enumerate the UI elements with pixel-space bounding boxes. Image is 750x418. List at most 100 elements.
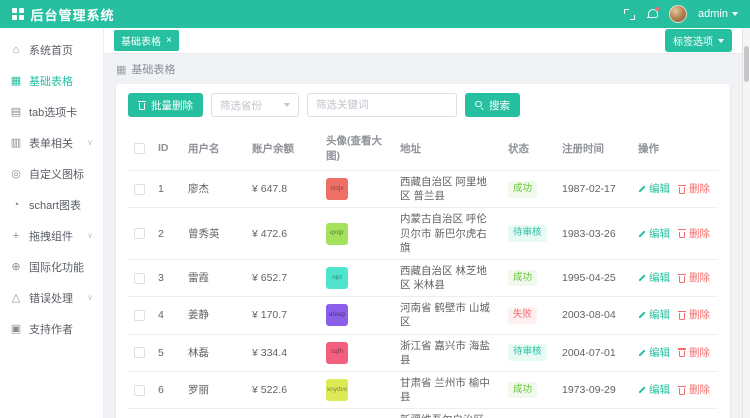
row-address: 内蒙古自治区 呼伦贝尔市 新巴尔虎右旗	[394, 207, 502, 260]
sidebar-item-basic-table[interactable]: ▦ 基础表格	[0, 65, 103, 96]
delete-button[interactable]: 删除	[678, 182, 710, 196]
search-button[interactable]: 搜索	[465, 93, 520, 117]
avatar-thumbnail[interactable]: xnydvx	[326, 379, 348, 402]
row-checkbox[interactable]	[134, 310, 145, 321]
row-balance: ¥ 472.6	[246, 207, 320, 260]
avatar-thumbnail[interactable]: nctjx	[326, 178, 348, 201]
edit-button[interactable]: 编辑	[638, 383, 670, 397]
sidebar-item-label: 拖拽组件	[29, 230, 73, 243]
row-username: 廖杰	[182, 170, 246, 209]
row-operations: 编辑删除	[632, 207, 718, 260]
page-scrollbar[interactable]	[742, 28, 750, 418]
user-menu[interactable]: admin	[698, 8, 738, 20]
row-id: 3	[152, 259, 182, 298]
app-header: 后台管理系统 admin	[0, 0, 750, 28]
schart-icon: ◔	[12, 198, 20, 211]
row-checkbox[interactable]	[134, 347, 145, 359]
delete-button[interactable]: 删除	[678, 383, 710, 397]
batch-delete-button[interactable]: 批量删除	[128, 93, 203, 117]
edit-button[interactable]: 编辑	[638, 346, 670, 360]
row-balance: ¥ 334.4	[246, 334, 320, 372]
row-register-date: 2004-01-18	[556, 408, 632, 418]
row-register-date: 2004-07-01	[556, 334, 632, 372]
sidebar-item-tab[interactable]: ▤ tab选项卡	[0, 96, 103, 127]
delete-button[interactable]: 删除	[678, 346, 710, 360]
sidebar-item-i18n[interactable]: ⊕ 国际化功能	[0, 251, 103, 282]
avatar-thumbnail[interactable]: cqfh	[326, 341, 348, 364]
row-checkbox[interactable]	[134, 384, 145, 396]
row-select-cell	[128, 408, 152, 418]
row-register-date: 1983-03-26	[556, 207, 632, 260]
province-select[interactable]: 筛选省份	[211, 93, 299, 117]
row-operations: 编辑 删除	[632, 334, 718, 372]
keyword-input[interactable]	[307, 93, 457, 117]
avatar-thumbnail[interactable]: afeap	[326, 304, 348, 327]
row-operations: 编辑删除	[632, 371, 718, 410]
tab-basic-table[interactable]: 基础表格 ×	[114, 30, 179, 51]
sidebar-item-custom-icon[interactable]: ◎ 自定义图标	[0, 158, 103, 189]
sidebar-item-home[interactable]: ⌂ 系统首页	[0, 34, 103, 65]
toolbar: 批量删除 筛选省份 搜索	[128, 93, 718, 117]
status-badge: 待审核	[508, 225, 547, 242]
sidebar-item-schart[interactable]: ◔ schart图表	[0, 189, 103, 220]
edit-button[interactable]: 编辑	[638, 308, 670, 322]
trash-icon	[678, 310, 686, 320]
row-operations: 编辑删除	[632, 170, 718, 209]
row-avatar-cell: xnydvx	[320, 371, 394, 410]
tab-bar: 基础表格 × 标签选项	[104, 28, 742, 54]
avatar-thumbnail[interactable]: njcl	[326, 267, 348, 290]
fullscreen-icon[interactable]	[624, 8, 636, 20]
select-all-checkbox[interactable]	[134, 142, 145, 154]
table-row: 3 雷霞 ¥ 652.7 njcl 西藏自治区 林芝地区 米林县 成功 1995-04-25…	[128, 259, 718, 298]
row-operations: 编辑 删除	[632, 296, 718, 335]
row-username: 姜静	[182, 296, 246, 335]
edit-label: 编辑	[649, 183, 670, 196]
edit-button[interactable]: 编辑	[638, 182, 670, 196]
header-actions: admin	[624, 5, 738, 23]
tag-options-button[interactable]: 标签选项	[665, 29, 732, 52]
table-row: 5 林磊 ¥ 334.4 cqfh 浙江省 嘉兴市 海盐县 待审核 2004-07-01 编辑…	[128, 334, 718, 372]
trash-icon	[678, 229, 686, 239]
row-id: 7	[152, 408, 182, 418]
row-id: 5	[152, 334, 182, 372]
pencil-icon	[638, 311, 646, 319]
delete-button[interactable]: 删除	[678, 271, 710, 285]
username-label: admin	[698, 8, 728, 20]
pencil-icon	[638, 349, 646, 357]
edit-button[interactable]: 编辑	[638, 271, 670, 285]
logo: 后台管理系统	[12, 5, 115, 24]
row-checkbox[interactable]	[134, 183, 145, 195]
custom-icon-icon: ◎	[11, 168, 21, 180]
row-address: 西藏自治区 林芝地区 米林县	[394, 259, 502, 298]
column-header: ID	[152, 126, 182, 171]
donate-icon: ▣	[10, 323, 22, 335]
sidebar-item-form[interactable]: ▥ 表单相关 ∨	[0, 127, 103, 158]
sidebar-item-error[interactable]: △ 错误处理 ∨	[0, 282, 103, 313]
row-checkbox[interactable]	[134, 228, 145, 240]
sidebar-item-label: schart图表	[29, 199, 81, 212]
row-checkbox[interactable]	[134, 272, 145, 284]
row-avatar-cell: njcl	[320, 259, 394, 298]
sidebar-item-drag[interactable]: + 拖拽组件 ∨	[0, 220, 103, 251]
row-avatar-cell: cqfh	[320, 334, 394, 372]
avatar-thumbnail[interactable]: qxqjr	[326, 222, 348, 245]
scrollbar-thumb[interactable]	[744, 46, 749, 82]
table-row: 7郑伟¥ 488.6nwfhp新疆维吾尔自治区 克孜勒苏柯尔克孜自治州 阿合奇县…	[128, 408, 718, 418]
delete-label: 删除	[689, 309, 710, 322]
operations: 编辑 删除	[638, 383, 712, 397]
delete-label: 删除	[689, 346, 710, 359]
bell-icon[interactable]	[646, 7, 660, 20]
pencil-icon	[638, 185, 646, 193]
edit-button[interactable]: 编辑	[638, 227, 670, 241]
close-icon[interactable]: ×	[166, 34, 172, 46]
row-select-cell	[128, 170, 152, 209]
column-header: 注册时间	[556, 126, 632, 171]
data-table: ID 用户名 账户余额 头像(查看大图) 地址 状态 注册时间 操作 1 廖杰 ¥ 647.8 nc…	[128, 126, 718, 418]
delete-button[interactable]: 删除	[678, 227, 710, 241]
delete-button[interactable]: 删除	[678, 308, 710, 322]
user-avatar[interactable]	[669, 5, 688, 23]
row-avatar-cell: nwfhp	[320, 408, 394, 418]
sidebar-item-donate[interactable]: ▣ 支持作者	[0, 313, 103, 344]
edit-label: 编辑	[649, 309, 670, 322]
